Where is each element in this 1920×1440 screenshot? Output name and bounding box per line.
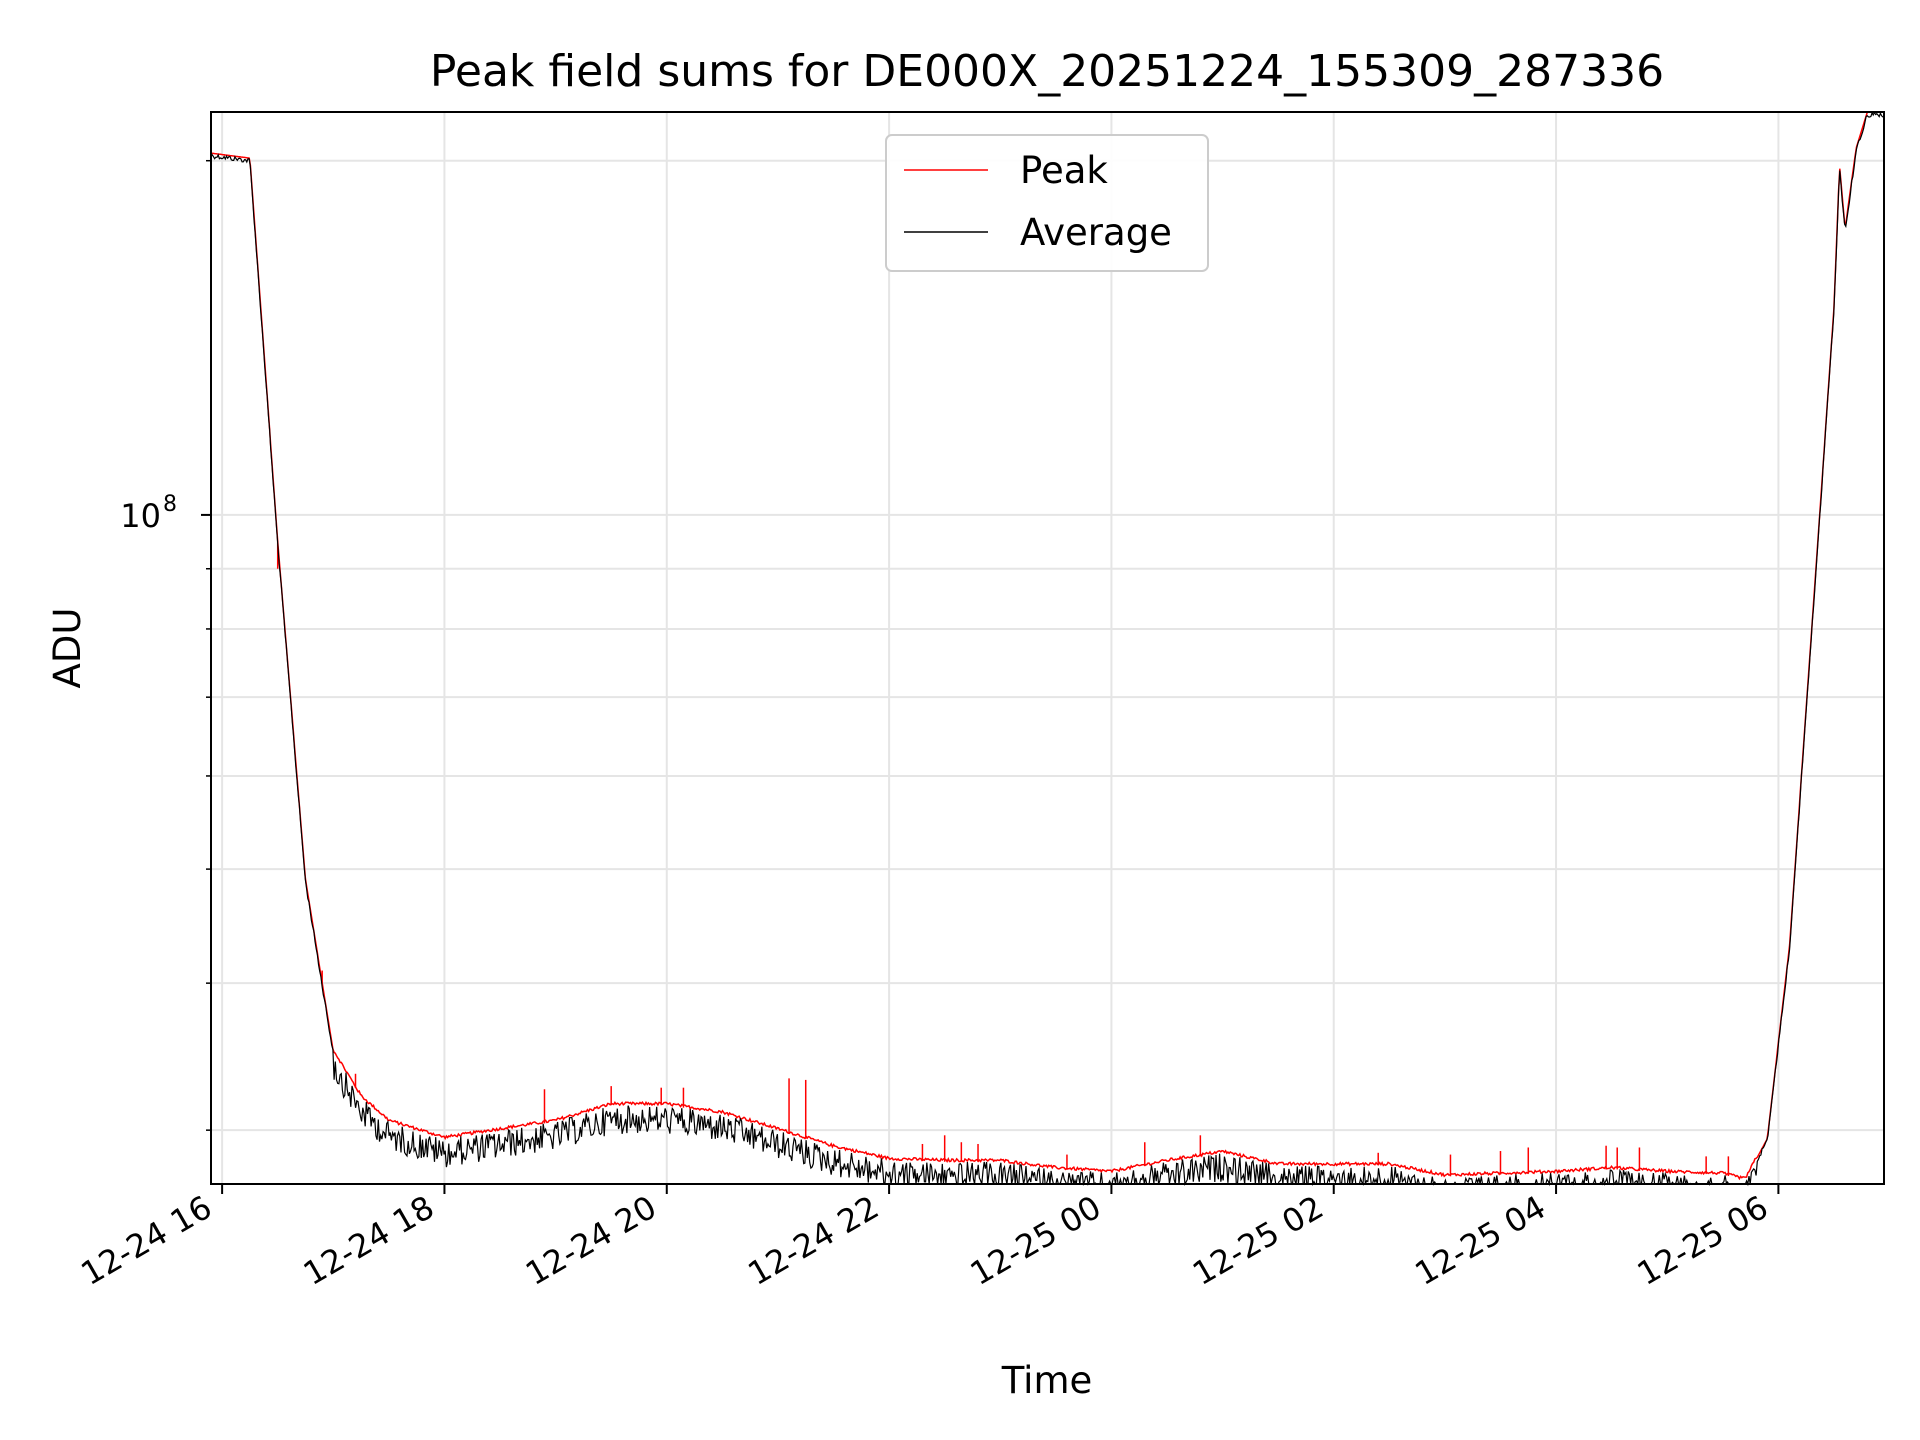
series-layer: [210, 111, 1885, 1187]
legend-label-peak: Peak: [1020, 149, 1108, 192]
y-tick-label-base: 10: [120, 497, 161, 535]
chart-title: Peak field sums for DE000X_20251224_1553…: [430, 46, 1664, 97]
legend-label-average: Average: [1020, 211, 1172, 254]
plot-frame: [210, 111, 1885, 1185]
grid: [211, 112, 1884, 1184]
series-line-average: [210, 111, 1885, 1187]
x-axis-label: Time: [1001, 1359, 1093, 1402]
legend: Peak Average: [885, 134, 1209, 272]
y-axis-label: ADU: [46, 608, 89, 689]
y-tick-label-exponent: 8: [163, 492, 177, 517]
series-line-peak: [210, 111, 1884, 1181]
legend-box: [885, 134, 1209, 272]
